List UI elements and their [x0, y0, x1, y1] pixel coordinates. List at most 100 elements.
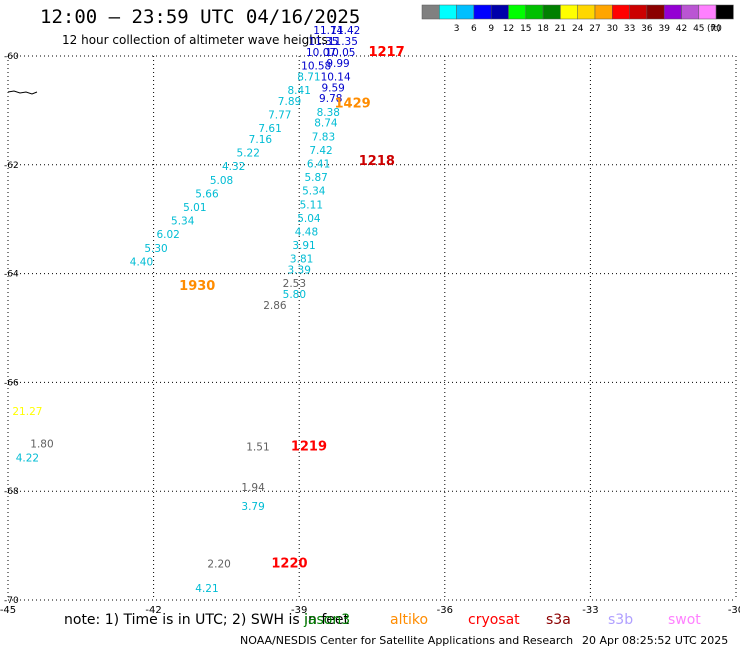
wave-height-label: 5.22 — [237, 148, 260, 160]
colorbar-label: 9 — [488, 24, 494, 34]
wave-height-label: 21.27 — [12, 406, 42, 418]
wave-height-label: 2.53 — [283, 278, 306, 290]
colorbar-swatch — [490, 4, 509, 20]
colorbar-label: 21 — [555, 24, 566, 34]
colorbar-swatch — [577, 4, 596, 20]
wave-height-label: 4.21 — [195, 583, 218, 595]
wave-height-label: 5.30 — [144, 243, 167, 255]
wave-height-label: 3.79 — [241, 501, 264, 513]
colorbar-swatch — [629, 4, 648, 20]
wave-height-label: 10.05 — [325, 47, 355, 59]
colorbar-swatch — [439, 4, 457, 20]
wave-height-label: 7.77 — [268, 110, 291, 122]
grid-layer — [7, 55, 737, 601]
wave-height-label: 5.66 — [195, 188, 219, 200]
colorbar-swatch — [594, 4, 613, 20]
wave-height-label: 10.58 — [301, 61, 331, 73]
y-tick-label: -64 — [4, 270, 19, 280]
wave-height-label: 1.94 — [241, 482, 265, 494]
wave-height-label: 8.38 — [317, 107, 340, 119]
colorbar-label: 42 — [676, 24, 687, 34]
wave-height-label: 5.08 — [210, 175, 233, 187]
axis-ticks: -45 -42 -39 -36 -33 -30 -60 -62 -64 -66 -68 -70 — [0, 52, 740, 616]
colorbar-swatch — [456, 4, 475, 20]
colorbar: 3 6 9 12 15 18 21 24 27 30 33 36 39 42 45 70(ft) — [421, 4, 734, 34]
wave-height-label: 3.39 — [288, 265, 311, 277]
x-tick-label: -33 — [582, 605, 598, 616]
wave-height-label: 8.41 — [288, 85, 311, 97]
colorbar-label: 30 — [607, 24, 619, 34]
pass-time-label: 1217 — [368, 45, 404, 60]
colorbar-label: 70 — [710, 24, 722, 34]
wave-height-label: 3.91 — [292, 240, 315, 252]
y-tick-label: -62 — [4, 161, 19, 171]
wave-height-label: 5.04 — [297, 213, 321, 225]
colorbar-label: 3 — [454, 24, 460, 34]
wave-height-label: 9.99 — [326, 58, 349, 70]
wave-height-label: 6.41 — [307, 159, 330, 171]
wave-height-label: 5.87 — [304, 172, 327, 184]
coastline-fragment — [7, 90, 38, 95]
colorbar-swatch — [646, 4, 665, 20]
colorbar-swatch — [542, 4, 561, 20]
colorbar-label: 6 — [471, 24, 477, 34]
pass-time-label: 1218 — [359, 154, 395, 169]
wave-height-label: 4.22 — [16, 452, 39, 464]
colorbar-label: 27 — [589, 24, 600, 34]
x-tick-label: -42 — [145, 605, 161, 616]
wave-height-label: 11.35 — [328, 36, 358, 48]
data-points: 2.862.535.803.393.813.914.485.045.115.34… — [12, 25, 360, 595]
wave-height-label: 11.35 — [308, 36, 338, 48]
colorbar-label: 45 — [693, 24, 704, 34]
wave-height-label: 4.32 — [222, 161, 245, 173]
y-tick-label: -60 — [4, 52, 19, 62]
x-tick-label: -45 — [0, 605, 16, 616]
mission-jason3: jason3 — [304, 612, 351, 628]
chart-subtitle: 12 hour collection of altimeter wave hei… — [62, 33, 328, 47]
wave-height-label: 7.89 — [278, 96, 301, 108]
x-tick-label: -30 — [728, 605, 740, 616]
colorbar-swatch — [421, 4, 440, 20]
colorbar-swatch — [681, 4, 700, 20]
wave-height-label: 7.83 — [312, 131, 335, 143]
mission-s3a: s3a — [546, 612, 571, 628]
wave-height-label: 2.20 — [207, 558, 230, 570]
wave-height-label: 5.34 — [302, 186, 326, 198]
mission-cryosat: cryosat — [468, 612, 520, 628]
colorbar-swatch — [508, 4, 527, 20]
coastline — [7, 90, 38, 95]
mission-swot: swot — [668, 612, 701, 628]
colorbar-swatch — [473, 4, 492, 20]
chart-title: 12:00 — 23:59 UTC 04/16/2025 — [40, 6, 361, 28]
wave-height-label: 10.07 — [306, 47, 336, 59]
colorbar-label: 33 — [624, 24, 635, 34]
colorbar-swatch — [612, 4, 630, 20]
pass-time-label: 1429 — [334, 97, 370, 112]
wave-height-label: 1.51 — [246, 441, 269, 453]
colorbar-label: 18 — [537, 24, 549, 34]
wave-height-label: 9.59 — [321, 82, 344, 94]
colorbar-swatch — [698, 4, 717, 20]
wave-height-label: 10.14 — [321, 71, 351, 83]
wave-height-label: 11.74 — [313, 25, 343, 37]
wave-height-label: 2.86 — [263, 300, 287, 312]
colorbar-swatch — [663, 4, 682, 20]
pass-time-label: 1219 — [291, 439, 327, 454]
colorbar-label: 36 — [641, 24, 653, 34]
pass-time-label: 1220 — [271, 556, 307, 571]
footer-note: note: 1) Time is in UTC; 2) SWH is in fe… — [64, 612, 350, 628]
footer-date: 20 Apr 08:25:52 UTC 2025 — [582, 634, 729, 647]
y-tick-label: -66 — [4, 378, 19, 388]
pass-time-label: 1930 — [179, 279, 215, 294]
footer-credit: NOAA/NESDIS Center for Satellite Applica… — [240, 634, 574, 647]
wave-height-label: 7.42 — [309, 145, 332, 157]
pass-time-label: 1217 — [368, 45, 404, 60]
colorbar-label: 15 — [520, 24, 531, 34]
colorbar-swatch — [715, 4, 734, 20]
wave-height-label: 5.80 — [283, 289, 306, 301]
colorbar-unit: (ft) — [707, 24, 721, 34]
y-tick-label: -70 — [4, 596, 19, 606]
colorbar-label: 24 — [572, 24, 584, 34]
